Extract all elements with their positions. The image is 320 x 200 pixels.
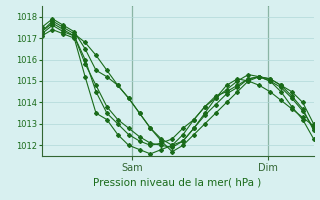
X-axis label: Pression niveau de la mer( hPa ): Pression niveau de la mer( hPa ) xyxy=(93,177,262,187)
